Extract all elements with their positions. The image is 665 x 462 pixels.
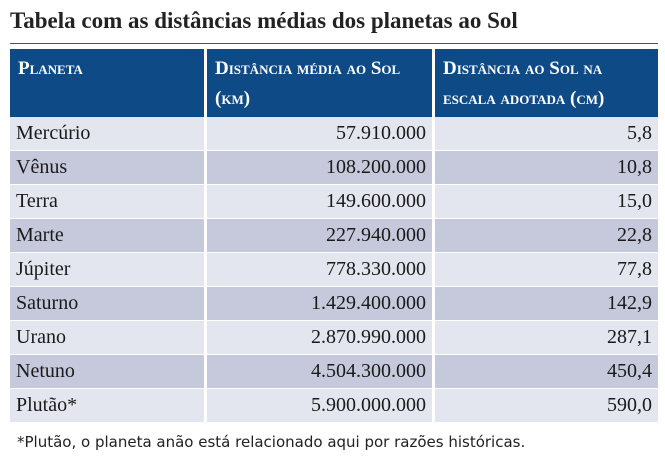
planet-name: Plutão*: [10, 389, 207, 423]
distance-km: 227.940.000: [207, 219, 435, 253]
header-distance-km: Distância média ao Sol (km): [207, 49, 435, 117]
distance-km: 1.429.400.000: [207, 287, 435, 321]
planet-name: Saturno: [10, 287, 207, 321]
header-planet: Planeta: [10, 49, 207, 117]
scale-cm: 142,9: [435, 287, 658, 321]
table-row: Netuno 4.504.300.000 450,4: [10, 355, 658, 389]
distance-km: 4.504.300.000: [207, 355, 435, 389]
scale-cm: 77,8: [435, 253, 658, 287]
table-row: Terra 149.600.000 15,0: [10, 185, 658, 219]
scale-cm: 450,4: [435, 355, 658, 389]
table-row: Plutão* 5.900.000.000 590,0: [10, 389, 658, 423]
scale-cm: 287,1: [435, 321, 658, 355]
distance-km: 108.200.000: [207, 151, 435, 185]
planet-name: Mercúrio: [10, 117, 207, 151]
planet-name: Netuno: [10, 355, 207, 389]
scale-cm: 5,8: [435, 117, 658, 151]
scale-cm: 590,0: [435, 389, 658, 423]
table-header-row: Planeta Distância média ao Sol (km) Dist…: [10, 49, 658, 117]
planet-name: Marte: [10, 219, 207, 253]
distance-km: 149.600.000: [207, 185, 435, 219]
table-row: Júpiter 778.330.000 77,8: [10, 253, 658, 287]
table-row: Vênus 108.200.000 10,8: [10, 151, 658, 185]
distance-km: 5.900.000.000: [207, 389, 435, 423]
planet-distance-table: Planeta Distância média ao Sol (km) Dist…: [10, 49, 658, 423]
distance-km: 2.870.990.000: [207, 321, 435, 355]
page-title: Tabela com as distâncias médias dos plan…: [10, 8, 518, 33]
planet-name: Júpiter: [10, 253, 207, 287]
planet-name: Urano: [10, 321, 207, 355]
scale-cm: 10,8: [435, 151, 658, 185]
planet-name: Vênus: [10, 151, 207, 185]
scale-cm: 15,0: [435, 185, 658, 219]
footnote: *Plutão, o planeta anão está relacionado…: [17, 433, 526, 451]
header-scale-cm: Distância ao Sol na escala adotada (cm): [435, 49, 658, 117]
table-row: Urano 2.870.990.000 287,1: [10, 321, 658, 355]
table-row: Saturno 1.429.400.000 142,9: [10, 287, 658, 321]
scale-cm: 22,8: [435, 219, 658, 253]
table-row: Mercúrio 57.910.000 5,8: [10, 117, 658, 151]
table-row: Marte 227.940.000 22,8: [10, 219, 658, 253]
distance-km: 57.910.000: [207, 117, 435, 151]
title-divider: [10, 43, 658, 44]
planet-name: Terra: [10, 185, 207, 219]
distance-km: 778.330.000: [207, 253, 435, 287]
